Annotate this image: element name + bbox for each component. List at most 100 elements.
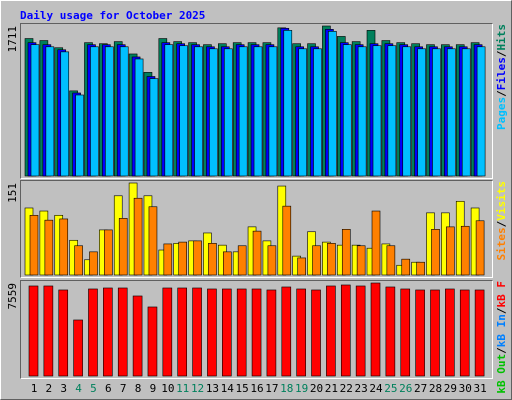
bar <box>75 94 84 177</box>
bar <box>370 282 381 377</box>
bar <box>460 225 470 276</box>
bar <box>445 288 455 377</box>
bar <box>298 48 307 177</box>
legend: kB Out/kB In/kB F <box>495 281 508 394</box>
bar <box>357 46 367 177</box>
bar <box>30 44 40 177</box>
x-tick-label: 13 <box>206 382 219 395</box>
legend-separator: / <box>495 50 508 57</box>
bar <box>73 319 83 377</box>
bar <box>355 285 366 377</box>
legend: Sites/Visits <box>495 181 508 261</box>
legend-entry: kB F <box>495 281 508 308</box>
bar <box>74 245 83 276</box>
legend-entry: kB Out <box>495 354 508 394</box>
y-tick-label: 1711 <box>6 26 19 53</box>
bar <box>117 287 128 377</box>
bar <box>385 286 396 377</box>
bar <box>44 219 54 276</box>
bar <box>476 46 486 177</box>
bar <box>267 245 277 276</box>
bar <box>432 48 441 177</box>
legend-separator: / <box>495 307 508 314</box>
bar <box>59 218 69 276</box>
legend-entry: kB In <box>495 314 508 347</box>
panel-dark <box>20 23 493 179</box>
x-tick-label: 24 <box>369 382 383 395</box>
legend-entry: Files <box>495 57 508 90</box>
bar <box>237 245 247 276</box>
y-tick-label: 7559 <box>6 283 19 310</box>
bar <box>400 288 411 377</box>
bar <box>447 48 456 177</box>
legend-entry: Sites <box>495 227 508 260</box>
bar <box>281 286 292 377</box>
bar <box>252 230 262 276</box>
legend-separator: / <box>495 220 508 227</box>
x-tick-label: 6 <box>105 382 112 395</box>
x-tick-label: 11 <box>176 382 189 395</box>
legend-entry: Visits <box>495 181 508 221</box>
x-tick-label: 21 <box>325 382 338 395</box>
legend-separator: / <box>495 90 508 97</box>
bar <box>60 51 70 177</box>
x-tick-label: 8 <box>135 382 142 395</box>
bar <box>372 45 382 177</box>
bar <box>312 245 321 276</box>
x-tick-label: 12 <box>191 382 204 395</box>
x-tick-label: 27 <box>414 382 427 395</box>
bar <box>88 288 98 377</box>
x-tick-label: 1 <box>31 382 38 395</box>
bar <box>282 205 292 276</box>
bar <box>45 46 55 177</box>
bar <box>178 241 187 276</box>
panel-dark <box>20 180 493 278</box>
x-tick-label: 20 <box>310 382 323 395</box>
bar <box>311 289 321 377</box>
bar <box>461 48 471 177</box>
bar <box>446 226 455 276</box>
bar <box>297 257 306 276</box>
bar <box>162 287 173 377</box>
bar <box>148 206 158 276</box>
bar <box>222 288 232 377</box>
bar <box>416 261 425 276</box>
bar <box>386 245 396 276</box>
panel-light <box>20 23 493 179</box>
bar <box>417 48 426 177</box>
x-tick-label: 10 <box>161 382 174 395</box>
bar <box>313 48 322 177</box>
x-tick-label: 19 <box>295 382 308 395</box>
bar <box>251 288 262 377</box>
bar <box>387 45 397 177</box>
x-tick-label: 2 <box>46 382 53 395</box>
bar <box>134 58 144 177</box>
x-tick-label: 15 <box>236 382 249 395</box>
bar <box>371 210 381 276</box>
chart-title: Daily usage for October 2025 <box>20 9 205 22</box>
bar <box>326 285 336 377</box>
x-tick-label: 7 <box>120 382 127 395</box>
bar <box>194 46 203 177</box>
x-tick-label: 3 <box>60 382 67 395</box>
bar <box>296 288 306 377</box>
bar <box>119 46 129 177</box>
x-tick-label: 28 <box>429 382 442 395</box>
bar <box>89 251 98 276</box>
bar <box>105 46 114 177</box>
legend-entry: Pages <box>495 97 508 130</box>
x-tick-label: 5 <box>90 382 97 395</box>
bar <box>164 44 174 177</box>
x-tick-label: 22 <box>340 382 353 395</box>
bar <box>328 31 337 177</box>
bar <box>90 46 99 177</box>
bar <box>58 289 69 377</box>
bar <box>253 46 263 177</box>
bar <box>118 218 128 276</box>
bar <box>133 197 143 276</box>
bar <box>356 245 366 276</box>
bar <box>147 306 158 377</box>
bar <box>474 289 485 377</box>
